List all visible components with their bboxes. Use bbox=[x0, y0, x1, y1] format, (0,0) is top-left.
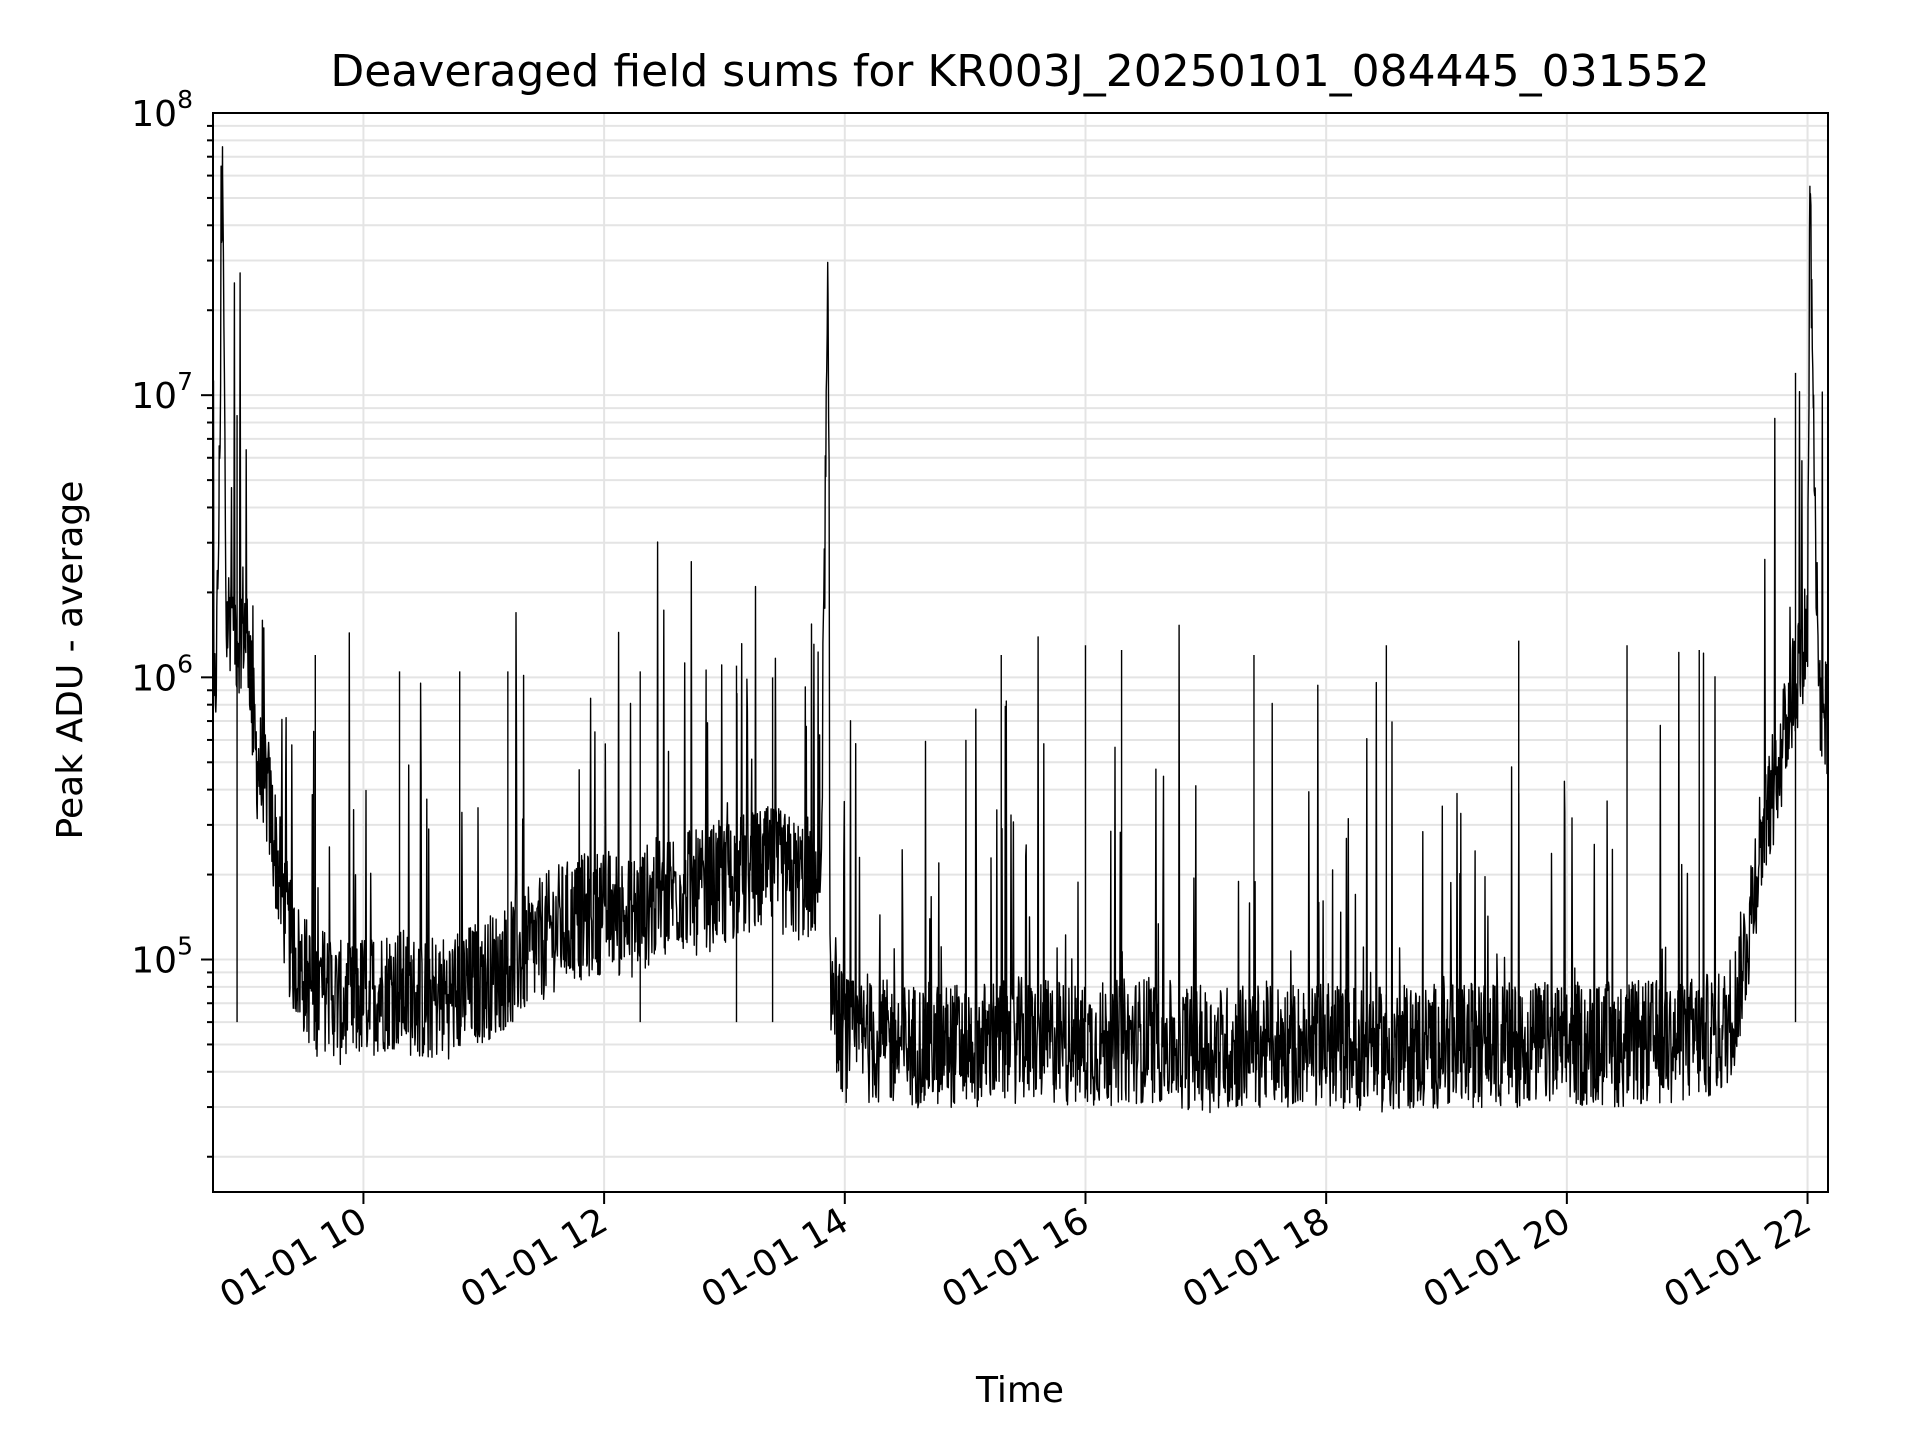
y-tick-label: 107 bbox=[131, 367, 193, 417]
y-axis: 105 106 107 108 bbox=[131, 85, 213, 1158]
y-tick-label: 106 bbox=[131, 649, 193, 699]
plot-frame bbox=[212, 112, 1829, 1193]
chart-title: Deaveraged field sums for KR003J_2025010… bbox=[330, 46, 1709, 97]
series-line bbox=[212, 146, 1829, 1114]
y-axis-label: Peak ADU - average bbox=[50, 481, 91, 840]
y-tick-label: 105 bbox=[131, 932, 193, 982]
plot-area bbox=[212, 146, 1829, 1114]
x-axis-label: Time bbox=[975, 1370, 1064, 1411]
y-tick-label: 108 bbox=[131, 85, 193, 135]
